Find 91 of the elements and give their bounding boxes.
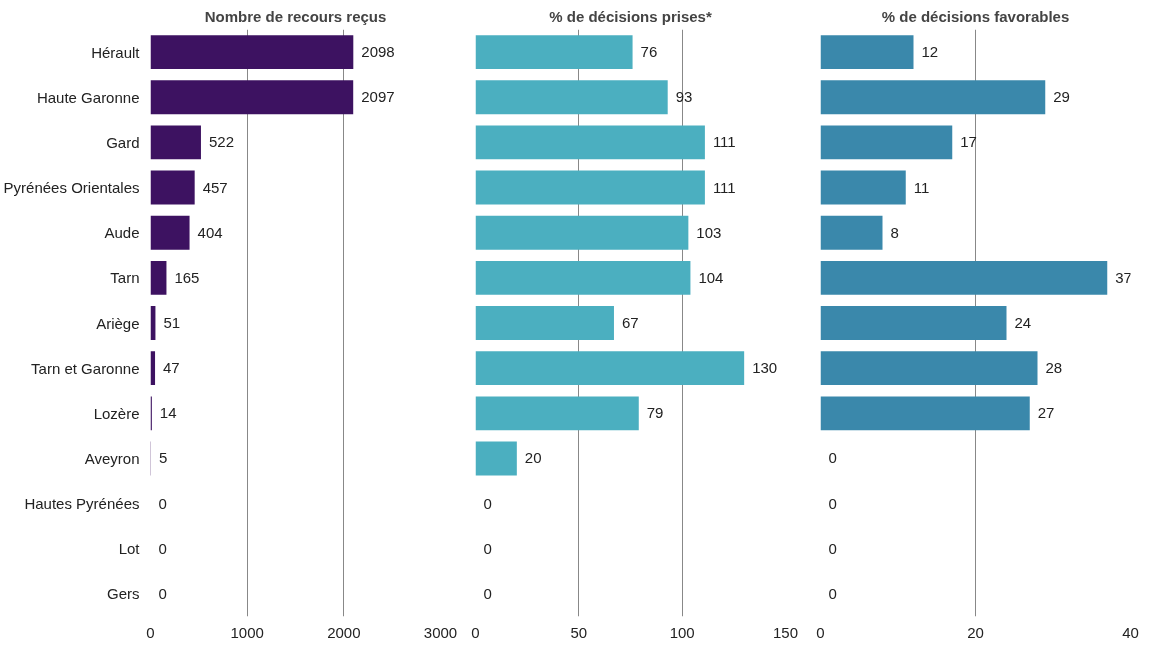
bar (475, 441, 517, 476)
bar (820, 125, 953, 160)
data-label: 0 (158, 539, 167, 557)
data-label: 0 (828, 494, 837, 512)
x-tick-label: 1000 (230, 623, 264, 641)
data-label: 103 (696, 223, 722, 241)
x-tick-label: 0 (816, 623, 825, 641)
data-label: 165 (174, 268, 200, 286)
y-tick-label: Gers (107, 585, 140, 603)
data-label: 0 (828, 539, 837, 557)
bar (475, 125, 705, 160)
x-tick-label: 50 (570, 623, 588, 641)
data-label: 14 (159, 404, 177, 422)
data-label: 27 (1037, 404, 1055, 422)
data-label: 0 (158, 494, 167, 512)
y-tick-label: Lot (118, 540, 141, 558)
y-tick-label: Lozère (93, 404, 140, 422)
bar (150, 215, 190, 250)
x-tick-label: 100 (669, 623, 695, 641)
chart-title: Nombre de recours reçus (204, 7, 387, 25)
data-label: 130 (752, 359, 778, 377)
bar (475, 260, 691, 295)
bar (150, 80, 354, 115)
x-tick-label: 20 (967, 623, 984, 641)
y-tick-label: Tarn (110, 269, 140, 287)
data-label: 5 (158, 449, 168, 467)
data-label: 457 (202, 178, 228, 196)
data-label: 0 (483, 494, 492, 512)
y-tick-label: Hérault (91, 43, 141, 61)
x-tick-label: 150 (772, 623, 799, 641)
data-label: 0 (483, 584, 492, 602)
x-tick-label: 40 (1122, 623, 1139, 641)
bar (820, 260, 1108, 295)
y-tick-label: Aude (104, 224, 140, 242)
data-label: 24 (1014, 314, 1032, 331)
data-label: 12 (921, 43, 939, 61)
data-label: 17 (960, 133, 977, 151)
y-tick-label: Pyrénées Orientales (3, 179, 140, 197)
y-tick-label: Gard (106, 133, 140, 151)
data-label: 28 (1045, 359, 1063, 377)
data-label: 8 (890, 223, 899, 241)
y-tick-label: Tarn et Garonne (31, 359, 140, 377)
data-label: 522 (208, 133, 234, 151)
bar (475, 170, 705, 205)
data-label: 93 (675, 88, 693, 106)
bar (820, 306, 1007, 340)
x-tick-label: 2000 (327, 623, 361, 641)
x-tick-label: 3000 (423, 623, 458, 641)
bar (150, 260, 167, 295)
bar (820, 396, 1030, 431)
data-label: 29 (1053, 88, 1070, 106)
data-label: 104 (698, 268, 724, 286)
data-label: 2098 (361, 43, 395, 61)
chart-title: % de décisions favorables (881, 7, 1070, 25)
data-label: 11 (913, 178, 930, 196)
data-label: 51 (163, 314, 181, 331)
bar (150, 125, 201, 160)
chart-title: % de décisions prises* (549, 7, 712, 25)
data-label: 111 (712, 133, 736, 151)
bar (475, 351, 745, 386)
data-label: 37 (1115, 268, 1132, 286)
y-tick-label: Aveyron (84, 449, 140, 467)
x-tick-label: 0 (146, 623, 155, 641)
bar (820, 170, 906, 205)
x-tick-label: 0 (471, 623, 480, 641)
y-tick-label: Ariège (96, 314, 140, 332)
data-label: 2097 (361, 88, 395, 106)
bar (475, 306, 614, 340)
data-label: 47 (163, 359, 180, 377)
data-label: 79 (646, 404, 664, 422)
data-label: 76 (640, 43, 658, 61)
bar (150, 170, 195, 205)
bar (820, 215, 883, 250)
bar (820, 351, 1038, 386)
data-label: 111 (712, 178, 736, 196)
data-label: 0 (828, 449, 837, 467)
data-label: 0 (828, 584, 837, 602)
data-label: 0 (483, 539, 492, 557)
data-label: 67 (621, 314, 639, 331)
bar (150, 35, 354, 70)
y-tick-label: Haute Garonne (36, 88, 140, 106)
bar (820, 35, 914, 70)
data-label: 0 (158, 584, 167, 602)
bar (475, 80, 668, 115)
bar (820, 80, 1046, 115)
bar (475, 215, 689, 250)
bar (475, 396, 639, 431)
data-label: 20 (524, 449, 542, 467)
y-tick-label: Hautes Pyrénées (24, 495, 140, 513)
bar (475, 35, 633, 70)
data-label: 404 (197, 223, 223, 241)
